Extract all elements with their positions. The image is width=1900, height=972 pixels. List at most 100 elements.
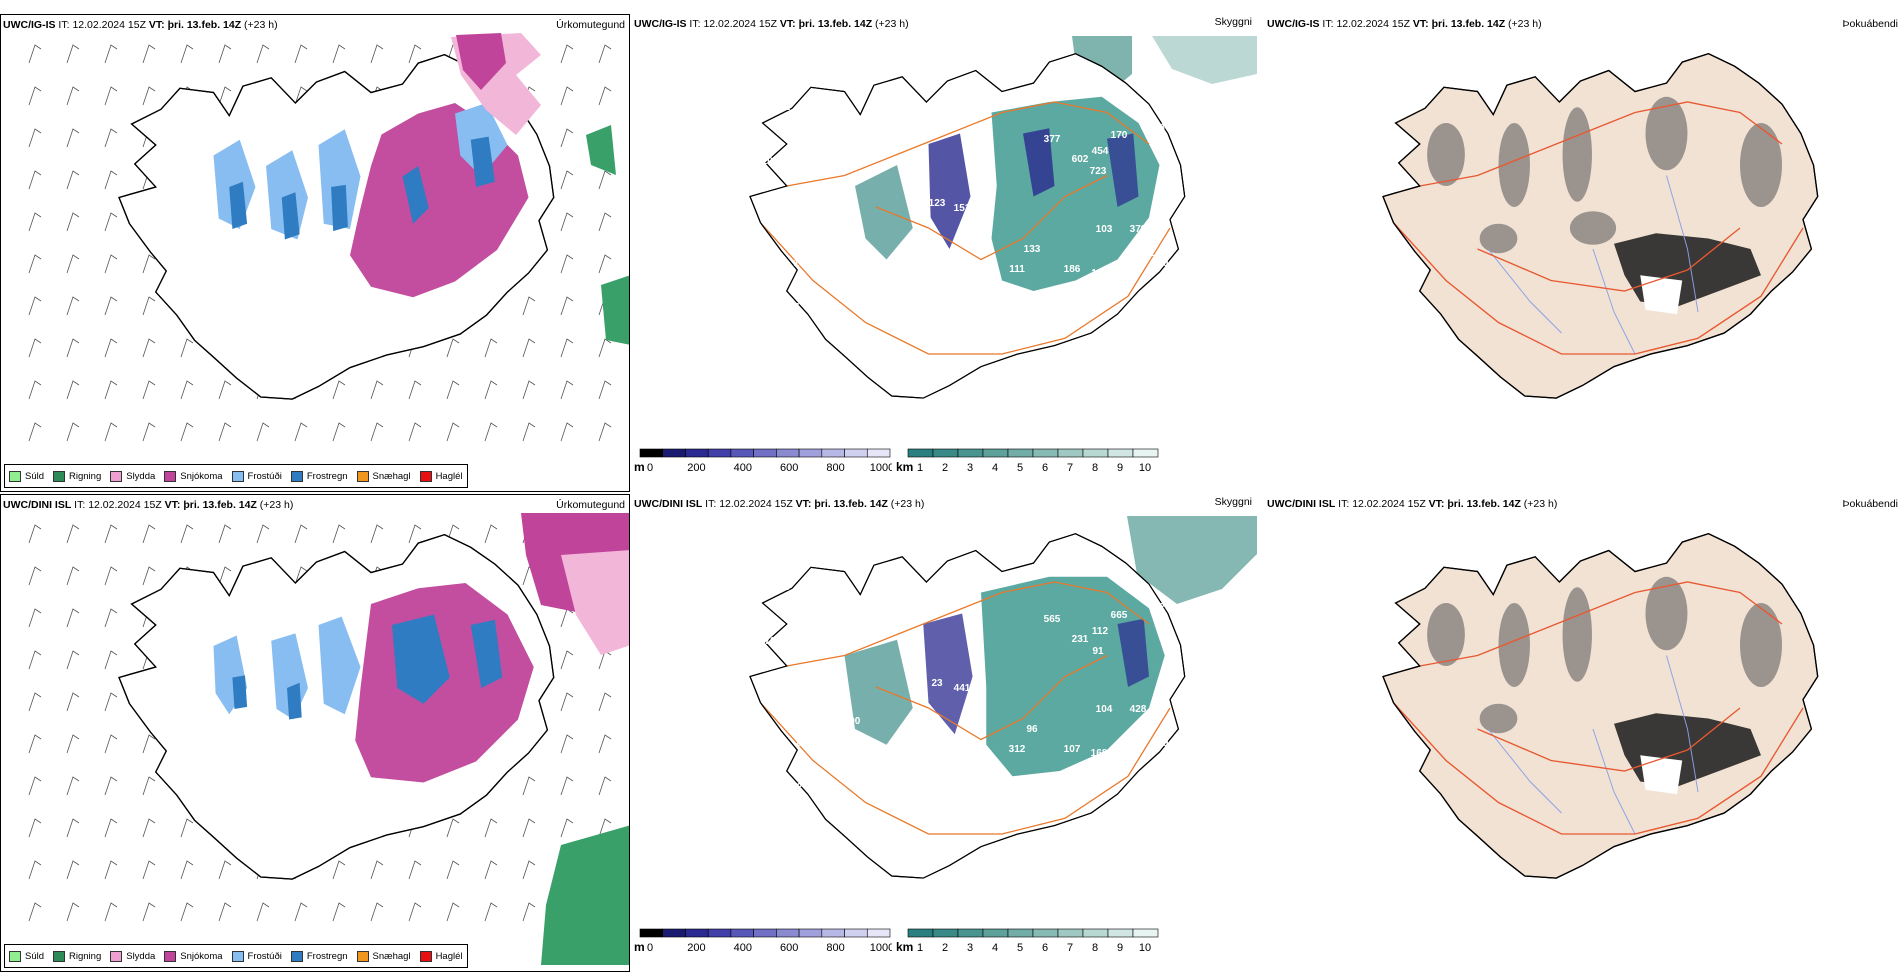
wind-barb bbox=[256, 44, 270, 64]
wind-barb bbox=[142, 44, 156, 64]
colorbar-tick: 0 bbox=[647, 462, 653, 474]
wind-barb bbox=[66, 776, 80, 796]
colorbar-cell bbox=[1057, 928, 1084, 938]
wind-barb bbox=[28, 44, 42, 64]
elevation-colorbar: m 0 200 400 600 800 1000 bbox=[634, 448, 892, 474]
wind-barb bbox=[598, 422, 612, 442]
legend-item: Frostúði bbox=[231, 950, 282, 962]
wind-barb bbox=[66, 734, 80, 754]
wind-barb bbox=[446, 338, 460, 358]
wind-barb bbox=[560, 422, 574, 442]
colorbar-cell bbox=[776, 928, 800, 938]
wind-barb bbox=[28, 296, 42, 316]
visibility-label: 127 bbox=[916, 230, 933, 241]
colorbar-cell bbox=[982, 928, 1009, 938]
wind-barb bbox=[484, 422, 498, 442]
wind-barb bbox=[408, 902, 422, 922]
colorbar-cell bbox=[1132, 448, 1159, 458]
colorbar-cell bbox=[907, 448, 934, 458]
visibility-label: 133 bbox=[1024, 244, 1041, 255]
colorbar-tick: 3 bbox=[967, 942, 973, 954]
colorbar-cell bbox=[1007, 928, 1034, 938]
colorbar-cell bbox=[821, 928, 845, 938]
wind-barb bbox=[560, 608, 574, 628]
wind-barb bbox=[598, 254, 612, 274]
wind-barb bbox=[142, 818, 156, 838]
visibility-label: 100 bbox=[844, 716, 861, 727]
wind-barb bbox=[142, 338, 156, 358]
colorbar-tick: 1000 bbox=[870, 942, 892, 954]
wind-barb bbox=[256, 422, 270, 442]
visibility-label: 91 bbox=[1092, 646, 1104, 657]
panel-header: UWC/DINI ISL IT: 12.02.2024 15Z VT: þri.… bbox=[1267, 498, 1558, 510]
visibility-label: 101 bbox=[794, 258, 811, 269]
wind-barb bbox=[218, 44, 232, 64]
wind-barb bbox=[66, 338, 80, 358]
colorbar-tick: 200 bbox=[687, 462, 705, 474]
colorbar-cell bbox=[866, 928, 891, 938]
precip-legend: Súld Rigning Slydda Snjókoma Frostúði Fr… bbox=[4, 944, 468, 968]
colorbar-tick: 2 bbox=[942, 462, 948, 474]
wind-barb bbox=[28, 422, 42, 442]
wind-barb bbox=[560, 380, 574, 400]
wind-barb bbox=[598, 776, 612, 796]
colorbar-cell bbox=[707, 928, 732, 938]
colorbar-tick: 1000 bbox=[870, 462, 892, 474]
visibility-label: 100 bbox=[742, 238, 759, 249]
visibility-label: 75 bbox=[972, 657, 984, 668]
wind-barb bbox=[332, 902, 346, 922]
colorbar-tick: 6 bbox=[1042, 942, 1048, 954]
wind-barb bbox=[560, 212, 574, 232]
wind-barb bbox=[446, 818, 460, 838]
panel-title: Þokuábendi bbox=[1842, 18, 1898, 30]
colorbar-tick: 8 bbox=[1092, 942, 1098, 954]
visibility-label: 132 bbox=[1138, 248, 1155, 259]
wind-barb bbox=[28, 380, 42, 400]
wind-barb bbox=[104, 338, 118, 358]
colorbar-tick: 800 bbox=[826, 942, 844, 954]
colorbar-tick: 4 bbox=[992, 942, 998, 954]
wind-barb bbox=[104, 44, 118, 64]
wind-barb bbox=[522, 818, 536, 838]
visibility-label: 79 bbox=[1201, 146, 1213, 157]
wind-barb bbox=[28, 692, 42, 712]
wind-barb bbox=[522, 380, 536, 400]
visibility-label: 70 bbox=[764, 636, 776, 647]
wind-barb bbox=[484, 338, 498, 358]
visibility-label: 108 bbox=[846, 274, 863, 285]
visibility-label: 428 bbox=[1130, 704, 1147, 715]
visibility-label: 119 bbox=[1186, 676, 1203, 687]
colorbar-tick: 2 bbox=[942, 942, 948, 954]
legend-item: Frostúði bbox=[231, 470, 282, 482]
legend-item: Haglél bbox=[419, 950, 463, 962]
wind-barb bbox=[446, 422, 460, 442]
wind-barb bbox=[104, 86, 118, 106]
visibility-label: 454 bbox=[1092, 146, 1109, 157]
wind-barb bbox=[180, 902, 194, 922]
wind-barb bbox=[28, 254, 42, 274]
colorbar-tick: 1 bbox=[917, 462, 923, 474]
visibility-label: 67 bbox=[1223, 646, 1235, 657]
visibility-label: 111 bbox=[1009, 264, 1025, 275]
wind-barb bbox=[560, 128, 574, 148]
colorbar-tick: 1 bbox=[917, 942, 923, 954]
wind-barb bbox=[28, 170, 42, 190]
colorbar-cell bbox=[798, 448, 823, 458]
colorbar-cell bbox=[1032, 448, 1059, 458]
visibility-map: 142 107 100 266 101 94 108 127 151 123 77 377 170 240… bbox=[742, 36, 1257, 399]
wind-barb bbox=[66, 380, 80, 400]
wind-barb bbox=[104, 422, 118, 442]
visibility-label: 723 bbox=[1090, 166, 1107, 177]
wind-barb bbox=[104, 650, 118, 670]
visibility-label: 121 bbox=[984, 782, 1001, 793]
wind-barb bbox=[104, 524, 118, 544]
fog-panel-1: UWC/IG-IS IT: 12.02.2024 15Z VT: þri. 13… bbox=[1265, 14, 1900, 492]
wind-barb bbox=[294, 902, 308, 922]
wind-barb bbox=[28, 734, 42, 754]
legend-item: Frostregn bbox=[290, 950, 348, 962]
wind-barb bbox=[66, 212, 80, 232]
wind-barb bbox=[256, 902, 270, 922]
colorbar-cell bbox=[753, 928, 777, 938]
wind-barb bbox=[446, 860, 460, 880]
visibility-label: 142 bbox=[774, 102, 791, 113]
